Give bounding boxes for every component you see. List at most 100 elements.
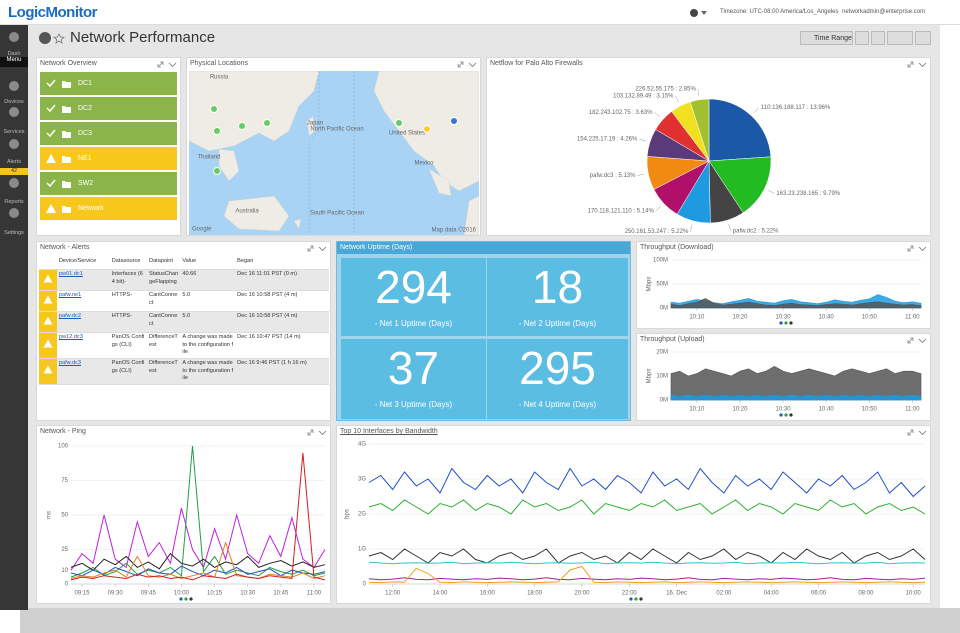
time-range-button[interactable]: Time Range xyxy=(800,31,853,45)
marker-pin xyxy=(238,122,246,130)
overview-item[interactable]: NE1 xyxy=(40,147,177,170)
menu-item[interactable]: Menu xyxy=(0,57,28,67)
nav-item[interactable]: Settings xyxy=(4,230,24,236)
warning-icon xyxy=(43,274,53,283)
nav-item[interactable]: Alerts xyxy=(6,159,22,165)
time-range-label: Time Range xyxy=(814,35,852,42)
alert-cell[interactable]: pafw.dc3 xyxy=(56,358,110,385)
column-header: Began xyxy=(235,255,329,270)
land xyxy=(463,195,479,235)
series-line xyxy=(70,540,326,580)
button[interactable] xyxy=(871,31,885,45)
x-tick-label: 09:15 xyxy=(75,591,91,596)
location-marker[interactable] xyxy=(263,119,271,127)
widget-controls[interactable] xyxy=(306,428,328,437)
warning-icon xyxy=(43,295,53,304)
button[interactable] xyxy=(855,31,869,45)
overview-item[interactable]: DC1 xyxy=(40,72,177,95)
pie-slice[interactable] xyxy=(708,156,772,214)
network-ping: Network - Ping 0 10 25 50 75 100 09:15 09:30 09:4… xyxy=(36,425,331,604)
nav-item[interactable]: Services xyxy=(3,129,25,135)
expand-icon xyxy=(157,61,164,68)
nav-item[interactable]: Reports xyxy=(4,199,24,205)
folder-icon xyxy=(62,156,71,163)
widget-controls[interactable] xyxy=(906,244,928,253)
location-marker[interactable] xyxy=(423,125,431,133)
map-label: Thailand xyxy=(197,155,220,161)
series-line xyxy=(70,552,326,571)
help-icon[interactable] xyxy=(689,8,709,18)
location-marker[interactable] xyxy=(213,127,221,135)
x-tick-label: 22:00 xyxy=(622,591,638,596)
overview-item[interactable]: DC2 xyxy=(40,97,177,120)
alert-cell: Dec 16 11:01 PST (0 m) xyxy=(235,269,329,291)
uptime-value: 37 xyxy=(387,342,440,394)
alert-cell: 5.0 xyxy=(180,311,236,333)
widget-controls[interactable] xyxy=(906,336,928,345)
legend-dots xyxy=(779,321,793,325)
widget-controls[interactable] xyxy=(156,60,178,69)
user-menu[interactable]: networkadmin@enterprise.com xyxy=(842,9,926,15)
x-tick-label: 08:00 xyxy=(858,591,874,596)
land xyxy=(189,71,320,152)
collapse-icon xyxy=(918,246,927,252)
logo[interactable]: LogicMonitor xyxy=(8,4,97,21)
x-tick-label: 10:30 xyxy=(776,315,792,320)
title-icons xyxy=(39,32,66,44)
widget-controls[interactable] xyxy=(306,244,328,253)
alert-cell: PanOS Configs (CLI) xyxy=(109,358,148,385)
alert-cell: Dec 16 10:47 PST (14 m) xyxy=(235,332,329,359)
alert-cell[interactable]: pw01.dc1 xyxy=(56,269,110,291)
collapse-icon xyxy=(318,430,327,436)
warning-icon xyxy=(46,154,56,163)
map-label: Australia xyxy=(235,209,259,215)
nav-item[interactable]: Devices xyxy=(4,99,24,105)
location-marker[interactable] xyxy=(210,105,218,113)
widget-controls[interactable] xyxy=(456,60,478,69)
overview-item[interactable]: Network xyxy=(40,197,177,220)
pie-label: pafw.dc3 : 5.13% xyxy=(590,173,636,179)
map-attribution: Map data ©2016 xyxy=(432,227,477,234)
button[interactable] xyxy=(915,31,931,45)
widget-title: Physical Locations xyxy=(190,60,248,67)
alert-cell[interactable]: pafw.ne1 xyxy=(56,290,110,312)
land xyxy=(223,195,290,232)
marker-pin xyxy=(423,125,431,133)
legend-dot xyxy=(789,413,793,417)
location-marker[interactable] xyxy=(213,167,221,175)
legend-dot xyxy=(779,321,783,325)
button[interactable] xyxy=(887,31,913,45)
overview-label: DC1 xyxy=(78,80,93,87)
series-area xyxy=(670,366,922,401)
overview-item[interactable]: SW2 xyxy=(40,172,177,195)
map-brand: Google xyxy=(192,227,212,233)
pie-slice[interactable] xyxy=(689,98,710,162)
series-line xyxy=(70,565,326,577)
nav-item[interactable]: Dash xyxy=(7,51,21,57)
series-line xyxy=(368,577,926,581)
expand-icon xyxy=(457,61,464,68)
overview-item[interactable]: DC3 xyxy=(40,122,177,145)
timezone[interactable]: Timezone: UTC-08:00 America/Los_Angeles xyxy=(720,9,839,15)
pie-slice[interactable] xyxy=(708,98,772,162)
alert-cell[interactable]: pw12.dc3 xyxy=(56,332,110,359)
location-marker[interactable] xyxy=(450,117,458,125)
expand-icon xyxy=(907,245,914,252)
alert-cell[interactable]: pafw.dc2 xyxy=(56,311,110,333)
x-tick-label: 10:00 xyxy=(906,591,922,596)
y-tick-label: 0 xyxy=(65,582,69,588)
pie-label: 163.23.238.165 : 9.79% xyxy=(776,191,840,197)
overview-label: DC2 xyxy=(78,105,93,112)
alert-status xyxy=(39,269,57,291)
leader-line xyxy=(655,206,662,212)
legend-dot xyxy=(789,321,793,325)
widget-controls[interactable] xyxy=(906,428,928,437)
leader-line xyxy=(675,96,679,103)
status-icon xyxy=(46,104,71,113)
location-marker[interactable] xyxy=(238,122,246,130)
widget-controls[interactable] xyxy=(906,60,928,69)
location-marker[interactable] xyxy=(395,119,403,127)
nav-icon xyxy=(9,208,19,218)
x-tick-label: 09:45 xyxy=(141,591,157,596)
nav-icon-shape xyxy=(9,178,19,188)
